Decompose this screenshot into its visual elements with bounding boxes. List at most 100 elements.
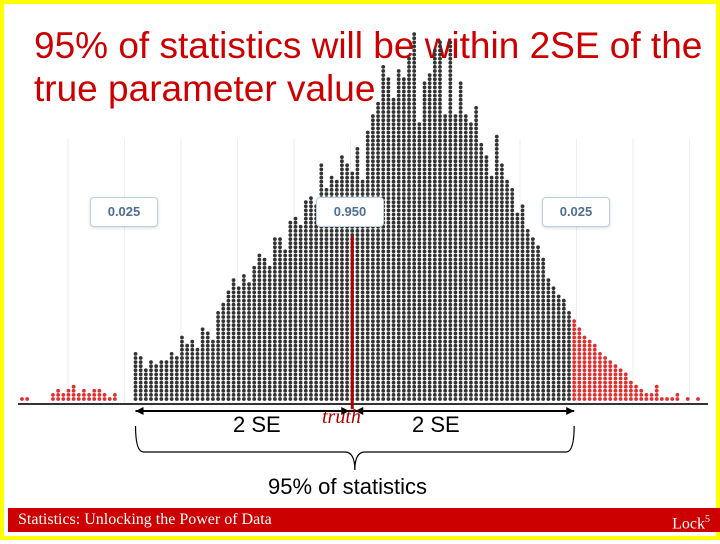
dot	[226, 376, 231, 381]
dot	[267, 356, 272, 360]
dot	[401, 216, 406, 221]
dot	[247, 356, 251, 360]
tail-dot	[107, 397, 112, 401]
dot	[340, 265, 344, 270]
dot	[247, 327, 251, 332]
dot	[267, 315, 272, 319]
dot	[494, 171, 499, 176]
dot	[180, 352, 184, 356]
dot	[376, 376, 380, 381]
dot	[205, 376, 210, 381]
dot	[365, 347, 370, 352]
dot	[453, 298, 458, 303]
tail-dot	[51, 393, 55, 397]
dot	[474, 237, 479, 242]
dot	[479, 352, 484, 356]
dot	[226, 360, 231, 364]
dot	[205, 397, 210, 401]
dot	[541, 343, 546, 348]
dot	[371, 126, 375, 131]
right-se-label: 2 SE	[412, 412, 460, 437]
dot	[489, 212, 494, 217]
tail-dot	[598, 380, 602, 385]
dot	[190, 393, 195, 397]
dot	[432, 73, 437, 77]
dot	[536, 376, 540, 381]
dot	[541, 315, 546, 319]
dot	[520, 249, 525, 254]
dot	[334, 331, 339, 336]
dot	[267, 343, 272, 348]
dot	[432, 237, 437, 242]
dot	[536, 335, 540, 340]
dot	[329, 253, 334, 258]
tail-dot	[577, 368, 582, 373]
dot	[479, 298, 484, 303]
dot	[288, 315, 293, 319]
dot	[185, 347, 190, 352]
dot	[365, 311, 370, 315]
dot	[422, 220, 427, 225]
dot	[567, 368, 571, 373]
dot	[283, 290, 288, 295]
dot	[427, 93, 432, 98]
dot	[412, 315, 417, 319]
dot	[298, 397, 303, 401]
dot	[216, 360, 220, 364]
dot	[453, 388, 458, 393]
dot	[438, 122, 442, 127]
dot	[365, 302, 370, 307]
dot	[489, 364, 494, 369]
dot	[536, 245, 540, 250]
dot	[469, 163, 473, 168]
dot	[303, 245, 308, 250]
dot	[386, 163, 391, 168]
dot	[272, 388, 277, 393]
dot	[231, 319, 236, 323]
dot	[190, 376, 195, 381]
dot	[303, 270, 308, 274]
dot	[515, 274, 520, 278]
dot	[241, 372, 246, 377]
dot	[324, 364, 329, 369]
dot	[458, 327, 463, 332]
dot	[355, 327, 360, 332]
dot	[355, 315, 360, 319]
dot	[412, 274, 417, 278]
dot	[469, 155, 473, 160]
tail-dot	[618, 388, 623, 393]
dot	[494, 376, 499, 381]
dot	[376, 183, 380, 188]
dot	[345, 233, 349, 237]
dot	[381, 257, 386, 262]
dot	[489, 208, 494, 213]
dot	[469, 352, 473, 356]
dot	[340, 188, 344, 192]
dot	[329, 376, 334, 381]
dot	[525, 278, 530, 282]
dot	[530, 237, 535, 242]
dot	[536, 323, 540, 328]
dot	[257, 372, 262, 377]
dot	[407, 106, 411, 110]
truth-label: truth	[322, 406, 361, 428]
dot	[376, 302, 380, 307]
dot	[536, 388, 540, 393]
dot	[371, 347, 375, 352]
dot	[241, 294, 246, 299]
dot	[510, 302, 515, 307]
dot	[561, 393, 566, 397]
dot	[417, 306, 422, 311]
dot	[546, 397, 551, 401]
dot	[520, 393, 525, 397]
dot	[407, 356, 411, 360]
dot	[355, 188, 360, 192]
dot	[443, 327, 448, 332]
dot	[278, 290, 282, 295]
dot	[453, 196, 458, 201]
dot	[458, 339, 463, 344]
dot	[324, 270, 329, 274]
dot	[463, 212, 468, 217]
dot	[293, 343, 298, 348]
dot	[257, 360, 262, 364]
